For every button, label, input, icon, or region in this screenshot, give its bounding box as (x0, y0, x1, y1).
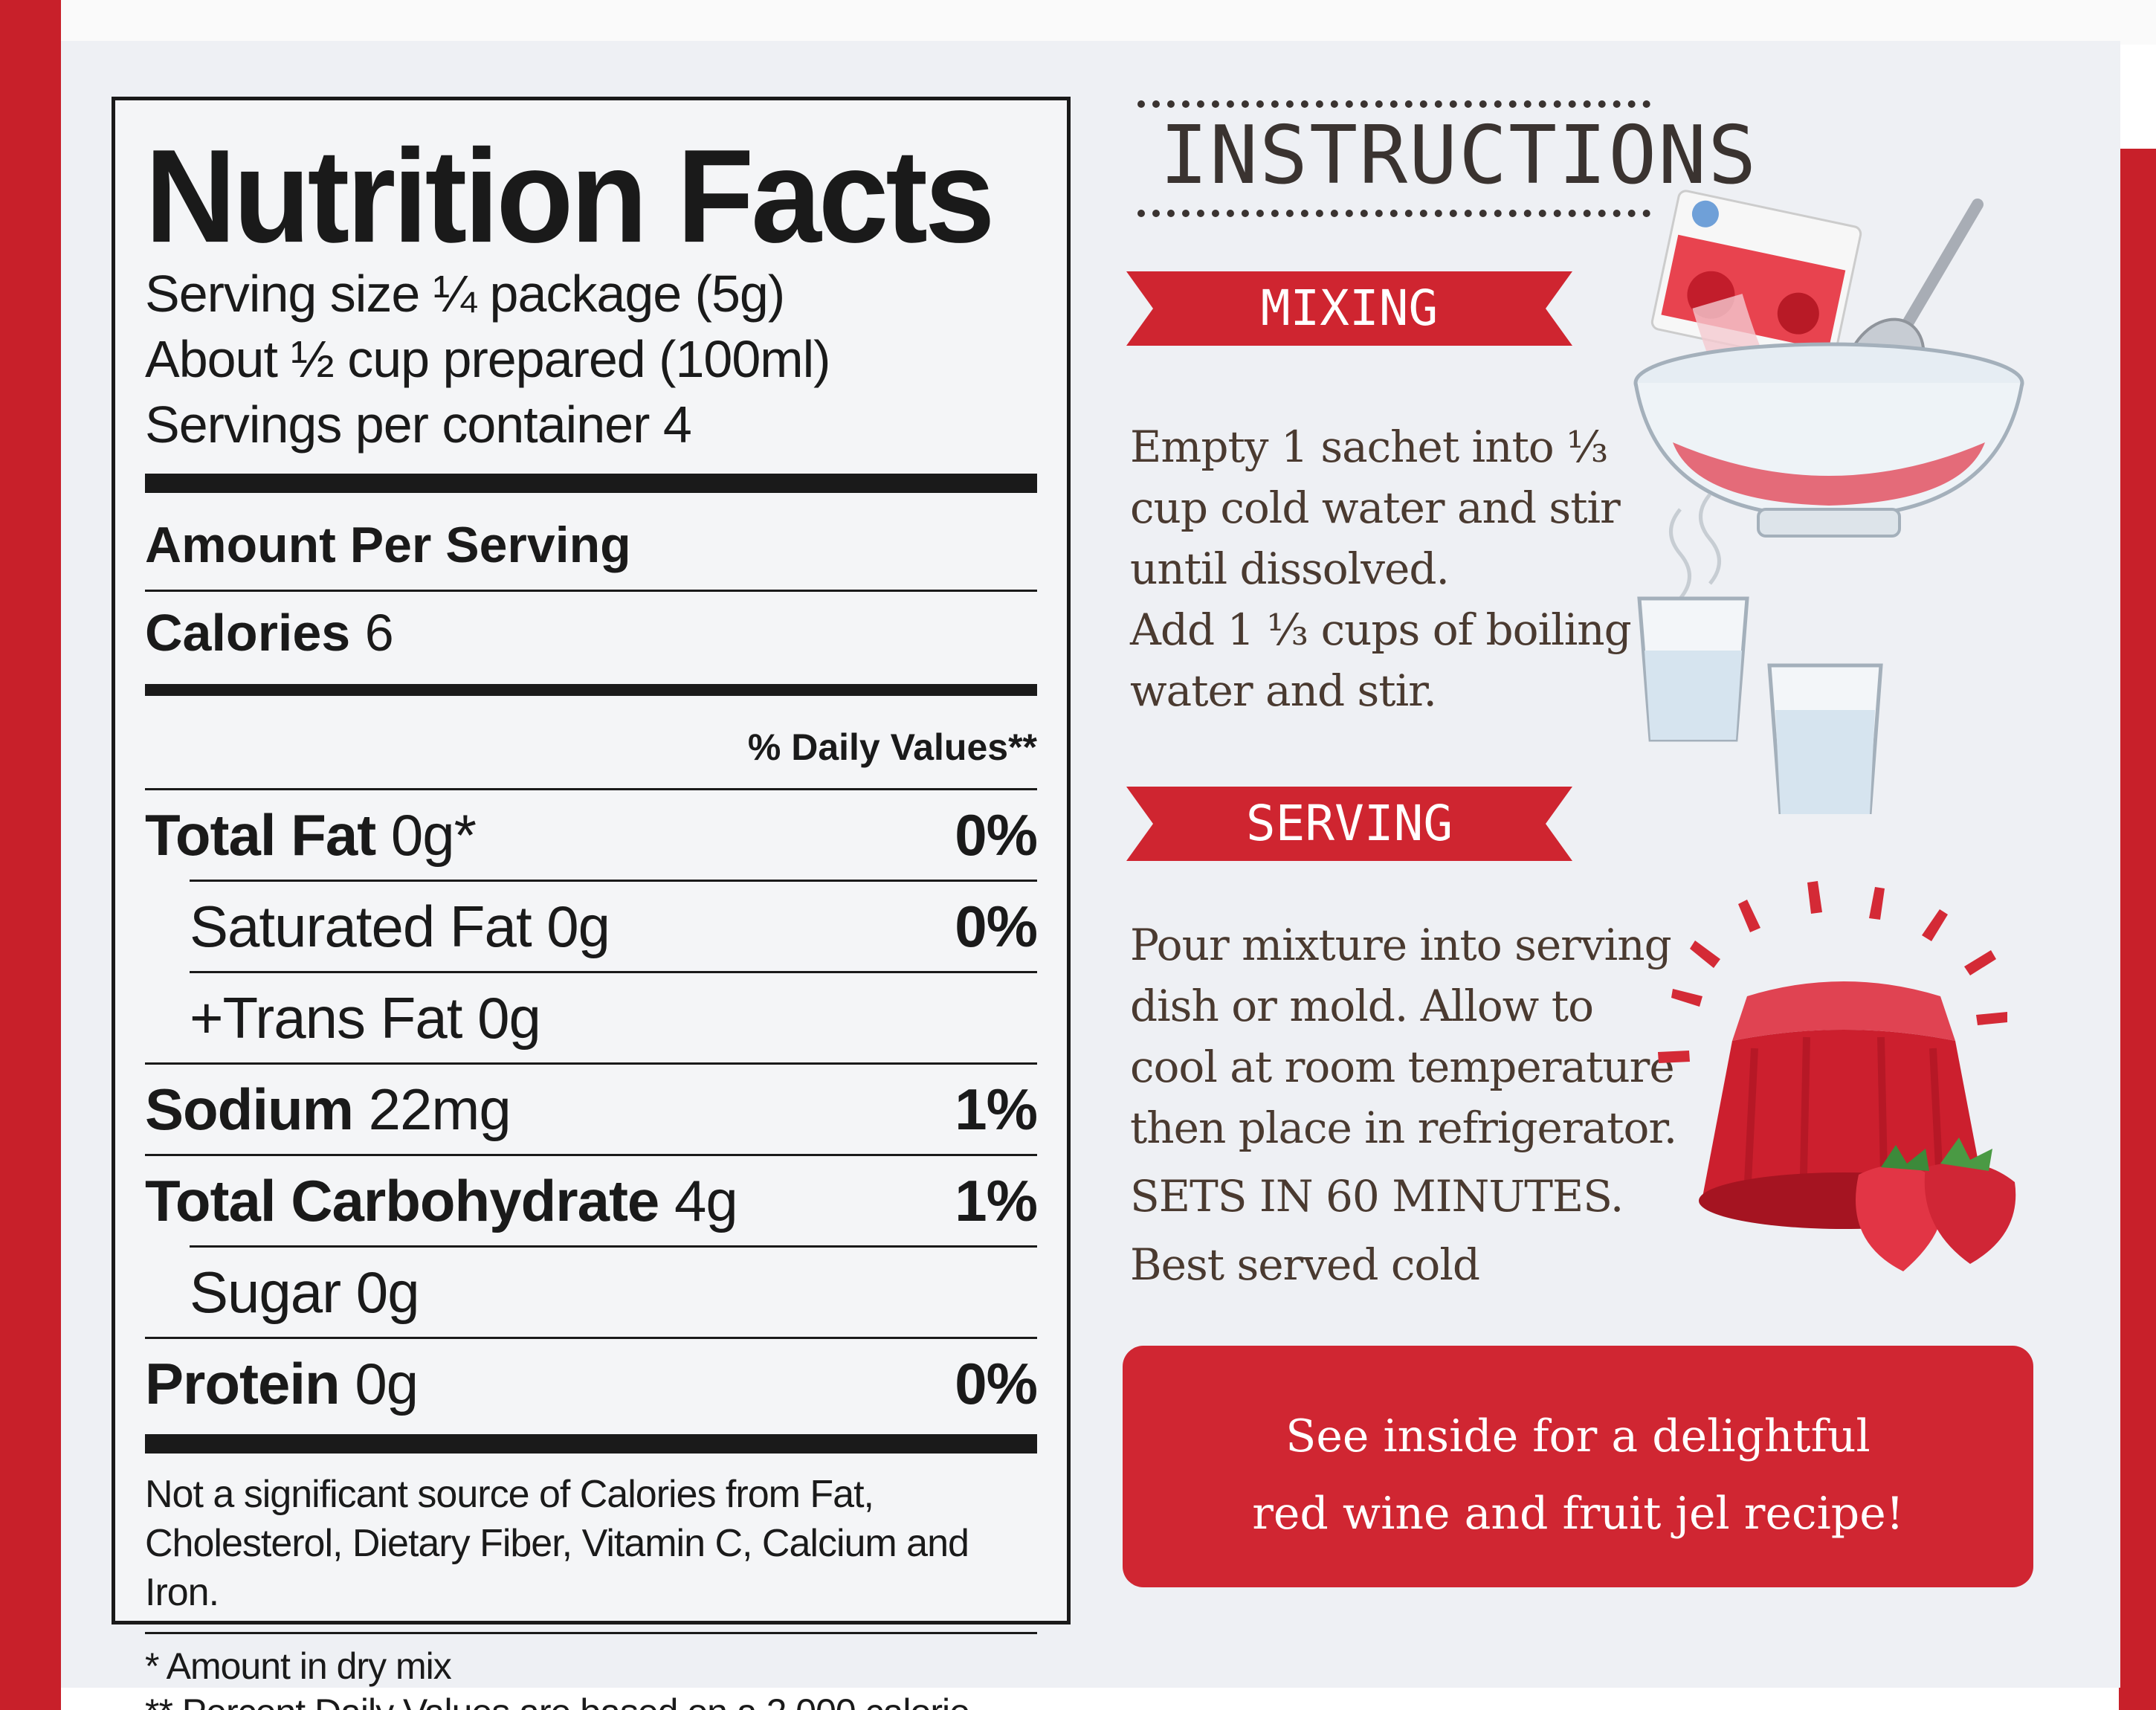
mixing-line: cup cold water and stir (1130, 483, 1621, 533)
strawberry-icon (1856, 1138, 2016, 1271)
nutrient-amount: 22mg (368, 1077, 511, 1142)
nutrient-dv: 1% (955, 1168, 1038, 1233)
divider (145, 1632, 1037, 1634)
glass-of-water-icon (1637, 596, 1749, 742)
nutrient-row-saturated-fat: Saturated Fat 0g 0% (145, 882, 1038, 971)
mixing-ribbon: MIXING (1126, 271, 1572, 346)
jelly-illustration (1658, 881, 2016, 1271)
divider-thick (145, 1434, 1037, 1454)
serving-ribbon: SERVING (1126, 787, 1572, 861)
package-edge-left (0, 0, 61, 1710)
prepared-amount: About ½ cup prepared (100ml) (145, 330, 830, 388)
nutrient-amount: 4g (674, 1168, 738, 1233)
nutrient-dv: 1% (955, 1077, 1038, 1142)
mixing-line: Empty 1 sachet into ⅓ (1130, 422, 1608, 472)
calories-value: 6 (364, 604, 394, 662)
divider (190, 880, 1037, 882)
footnote-not-significant-cont: Cholesterol, Dietary Fiber, Vitamin C, C… (145, 1522, 969, 1614)
nutrient-dv: 0% (955, 802, 1038, 868)
divider (145, 788, 1037, 790)
banner-line: See inside for a delightful (1285, 1410, 1871, 1462)
serving-line: then place in refrigerator. (1130, 1103, 1677, 1153)
divider (145, 1337, 1037, 1339)
serving-size: Serving size ¼ package (5g) (145, 265, 785, 323)
nutrient-row-sugar: Sugar 0g (145, 1248, 1037, 1337)
serving-label: SERVING (1245, 795, 1453, 852)
servings-per-container: Servings per container 4 (145, 396, 692, 454)
footnote-dry-mix: * Amount in dry mix (145, 1645, 452, 1687)
sparkle-icon (1658, 881, 2007, 1063)
nutrient-label: Total Carbohydrate (145, 1168, 659, 1233)
serving-line: Best served cold (1130, 1239, 1480, 1290)
glass-of-water-icon (1767, 663, 1883, 814)
mixing-line: water and stir. (1130, 665, 1437, 716)
title-dotted-line-bottom (1137, 210, 1650, 217)
serving-instructions: Pour mixture into serving dish or mold. … (1130, 914, 1677, 1295)
serving-line: cool at room temperature (1130, 1042, 1675, 1092)
nutrient-dv: 0% (955, 894, 1038, 959)
nutrient-label: Total Fat (145, 802, 376, 868)
steam-icon (1669, 493, 1721, 600)
mixing-label: MIXING (1260, 280, 1439, 337)
serving-line: Pour mixture into serving (1130, 920, 1672, 970)
mixing-illustration (1633, 190, 2024, 814)
nutrient-row-protein: Protein 0g 0% (145, 1339, 1038, 1428)
nutrient-label: Protein (145, 1351, 340, 1416)
nutrition-facts-label: Nutrition Facts Serving size ¼ package (… (112, 97, 1071, 1710)
daily-values-header: % Daily Values** (747, 726, 1037, 768)
recipe-banner-text: See inside for a delightful red wine and… (1145, 1398, 2011, 1552)
footnote-not-significant: Not a significant source of Calories fro… (145, 1473, 874, 1516)
divider-thick (145, 474, 1037, 493)
calories-label: Calories (145, 604, 351, 662)
package-edge-top (61, 0, 2156, 45)
package-edge-right (2119, 149, 2156, 1710)
divider (145, 1154, 1037, 1156)
calories-row: Calories 6 (145, 592, 1037, 674)
nutrient-dv: 0% (955, 1351, 1038, 1416)
mixing-line: Add 1 ⅓ cups of boiling (1130, 604, 1632, 655)
mixing-instructions: Empty 1 sachet into ⅓ cup cold water and… (1130, 416, 1632, 721)
footnote-daily-values: ** Percent Daily Values are based on a 2… (145, 1689, 1037, 1710)
nutrient-label: +Trans Fat 0g (190, 985, 541, 1051)
banner-line: red wine and fruit jel recipe! (1252, 1488, 1904, 1540)
nutrient-row-total-fat: Total Fat 0g* 0% (145, 790, 1038, 880)
serving-line: dish or mold. Allow to (1130, 981, 1594, 1031)
nutrition-facts-title: Nutrition Facts (145, 122, 995, 271)
recipe-banner (1123, 1346, 2033, 1587)
divider (145, 590, 1037, 592)
instructions-title: INSTRUCTIONS (1160, 109, 1758, 202)
nutrient-row-sodium: Sodium 22mg 1% (145, 1065, 1038, 1154)
nutrient-row-total-carbohydrate: Total Carbohydrate 4g 1% (145, 1156, 1038, 1245)
nutrient-label: Saturated Fat 0g (190, 894, 610, 959)
serving-line: SETS IN 60 MINUTES. (1130, 1171, 1624, 1222)
title-dotted-line-top (1137, 100, 1650, 108)
divider (145, 1062, 1037, 1065)
nutrient-amount: 0g (355, 1351, 419, 1416)
nutrient-label: Sodium (145, 1077, 354, 1142)
amount-per-serving: Amount Per Serving (145, 517, 631, 573)
divider (190, 1245, 1037, 1248)
divider-medium (145, 684, 1037, 696)
mixing-line: until dissolved. (1130, 543, 1450, 594)
nutrient-row-trans-fat: +Trans Fat 0g (145, 973, 1037, 1062)
bowl-icon (1633, 342, 2024, 538)
nutrient-label: Sugar 0g (190, 1259, 420, 1325)
divider (190, 971, 1037, 973)
nutrient-amount: 0g* (390, 802, 477, 868)
